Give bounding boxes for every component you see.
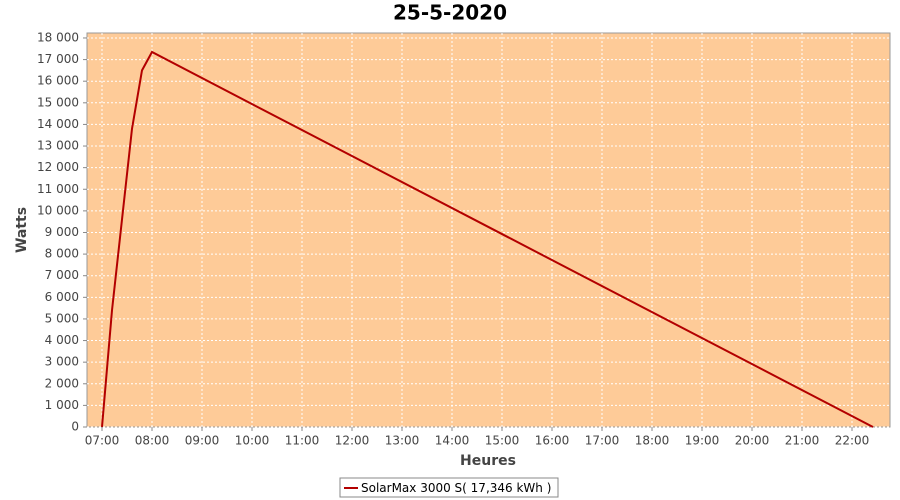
y-tick-label: 12 000 <box>37 160 79 174</box>
y-tick-label: 18 000 <box>37 30 79 44</box>
x-tick-label: 20:00 <box>735 434 770 448</box>
y-axis-title: Watts <box>14 207 30 253</box>
x-tick-label: 07:00 <box>85 434 120 448</box>
legend-box <box>339 477 559 498</box>
x-tick-label: 11:00 <box>285 434 320 448</box>
y-tick-label: 15 000 <box>37 95 79 109</box>
y-tick-label: 14 000 <box>37 117 79 131</box>
x-tick-label: 16:00 <box>535 434 570 448</box>
legend-label: SolarMax 3000 S( 17,346 kWh ) <box>361 481 551 495</box>
x-tick-label: 13:00 <box>385 434 420 448</box>
x-tick-label: 22:00 <box>835 434 870 448</box>
y-tick-label: 5 000 <box>45 311 79 325</box>
y-tick-label: 16 000 <box>37 74 79 88</box>
y-tick-label: 9 000 <box>45 225 79 239</box>
x-axis-title: Heures <box>460 453 516 469</box>
plot-area <box>86 32 891 428</box>
x-tick-label: 10:00 <box>235 434 270 448</box>
x-tick-label: 09:00 <box>185 434 220 448</box>
x-tick-label: 19:00 <box>685 434 720 448</box>
x-tick-label: 21:00 <box>785 434 820 448</box>
x-tick-label: 12:00 <box>335 434 370 448</box>
x-tick-label: 15:00 <box>485 434 520 448</box>
x-tick-label: 08:00 <box>135 434 170 448</box>
y-tick-label: 8 000 <box>45 247 79 261</box>
y-tick-label: 6 000 <box>45 290 79 304</box>
y-tick-label: 7 000 <box>45 268 79 282</box>
y-tick-label: 13 000 <box>37 139 79 153</box>
y-tick-label: 0 <box>71 420 79 434</box>
y-tick-label: 17 000 <box>37 52 79 66</box>
y-tick-label: 2 000 <box>45 376 79 390</box>
y-tick-label: 11 000 <box>37 182 79 196</box>
y-tick-label: 1 000 <box>45 398 79 412</box>
chart-title: 25-5-2020 <box>393 1 507 25</box>
x-tick-label: 14:00 <box>435 434 470 448</box>
data-line <box>101 50 874 428</box>
x-tick-label: 17:00 <box>585 434 620 448</box>
y-tick-label: 10 000 <box>37 203 79 217</box>
y-tick-label: 4 000 <box>45 333 79 347</box>
x-tick-label: 18:00 <box>635 434 670 448</box>
y-tick-label: 3 000 <box>45 355 79 369</box>
